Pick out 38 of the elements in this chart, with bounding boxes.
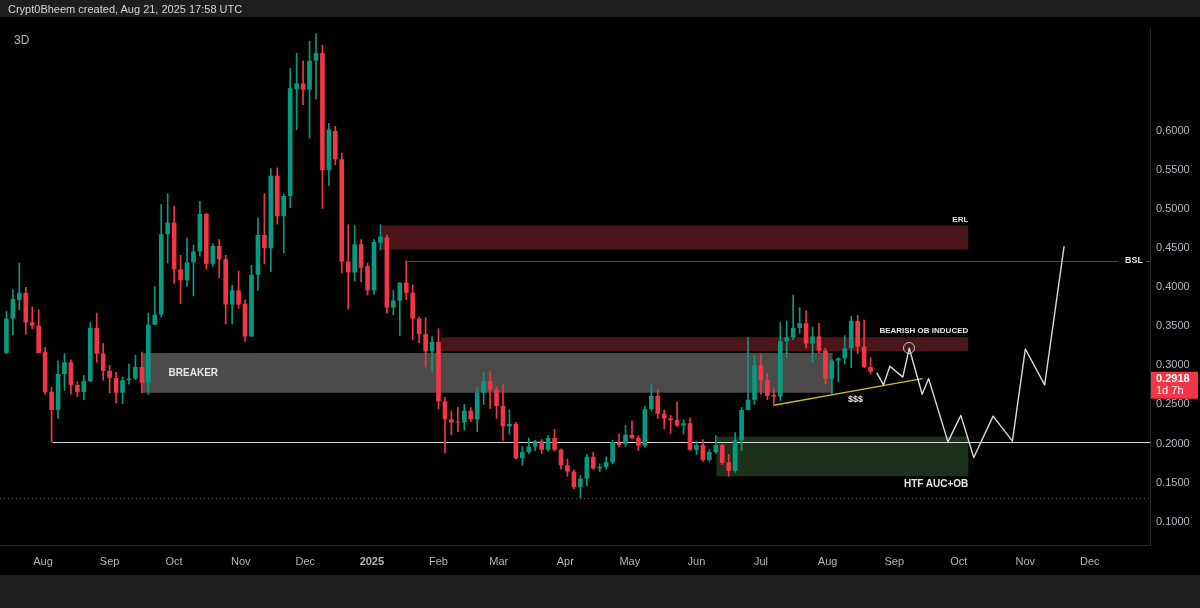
series-label: $$$ bbox=[847, 393, 863, 404]
band-label: ERL bbox=[952, 214, 969, 224]
y-tick-label: 0.3500 bbox=[1156, 319, 1190, 332]
y-tick-label: 0.4000 bbox=[1156, 280, 1190, 293]
text: Crypt0Bheem created, Aug 21, 2025 17:58 UTC bbox=[8, 2, 243, 16]
x-tick-label: Mar bbox=[489, 554, 509, 567]
x-tick-label: Dec bbox=[1080, 554, 1101, 567]
x-tick-label: Nov bbox=[1015, 554, 1036, 567]
band-label: BREAKER bbox=[168, 366, 219, 378]
x-tick-label: 2025 bbox=[359, 554, 385, 567]
band-label: HTF AUC+OB bbox=[903, 478, 969, 490]
y-tick-label: 0.1500 bbox=[1156, 475, 1190, 488]
x-tick-label: Jun bbox=[687, 554, 706, 567]
y-tick-label: 0.6000 bbox=[1156, 124, 1190, 137]
x-tick-label: Oct bbox=[950, 554, 968, 567]
x-tick-label: May bbox=[619, 554, 641, 567]
x-tick-label: Aug bbox=[33, 554, 53, 567]
band-label: BEARISH OB INDUCED bbox=[879, 326, 969, 336]
y-tick-label: 0.1000 bbox=[1156, 514, 1190, 527]
x-tick-label: Feb bbox=[429, 554, 448, 567]
ref-line-label: BSL bbox=[1125, 255, 1144, 266]
x-tick-label: Sep bbox=[884, 554, 904, 567]
y-tick-label: 0.4500 bbox=[1156, 241, 1190, 254]
x-tick-label: Aug bbox=[817, 554, 838, 567]
y-tick-label: 0.2000 bbox=[1156, 436, 1190, 449]
x-tick-label: Nov bbox=[230, 554, 252, 567]
x-tick-label: Apr bbox=[556, 554, 575, 567]
y-tick-label: 0.5000 bbox=[1156, 202, 1190, 215]
x-tick-label: Jul bbox=[753, 554, 768, 567]
text: 0.2918 bbox=[1156, 372, 1190, 385]
y-tick-label: 0.2500 bbox=[1156, 397, 1190, 410]
x-tick-label: Sep bbox=[99, 554, 120, 567]
x-tick-label: Dec bbox=[295, 554, 316, 567]
x-tick-label: Oct bbox=[165, 554, 183, 567]
y-tick-label: 0.5500 bbox=[1156, 163, 1190, 176]
y-tick-label: 0.3000 bbox=[1156, 358, 1190, 371]
text: 1d 7h bbox=[1156, 384, 1184, 397]
chart-title: 3D bbox=[14, 32, 30, 47]
